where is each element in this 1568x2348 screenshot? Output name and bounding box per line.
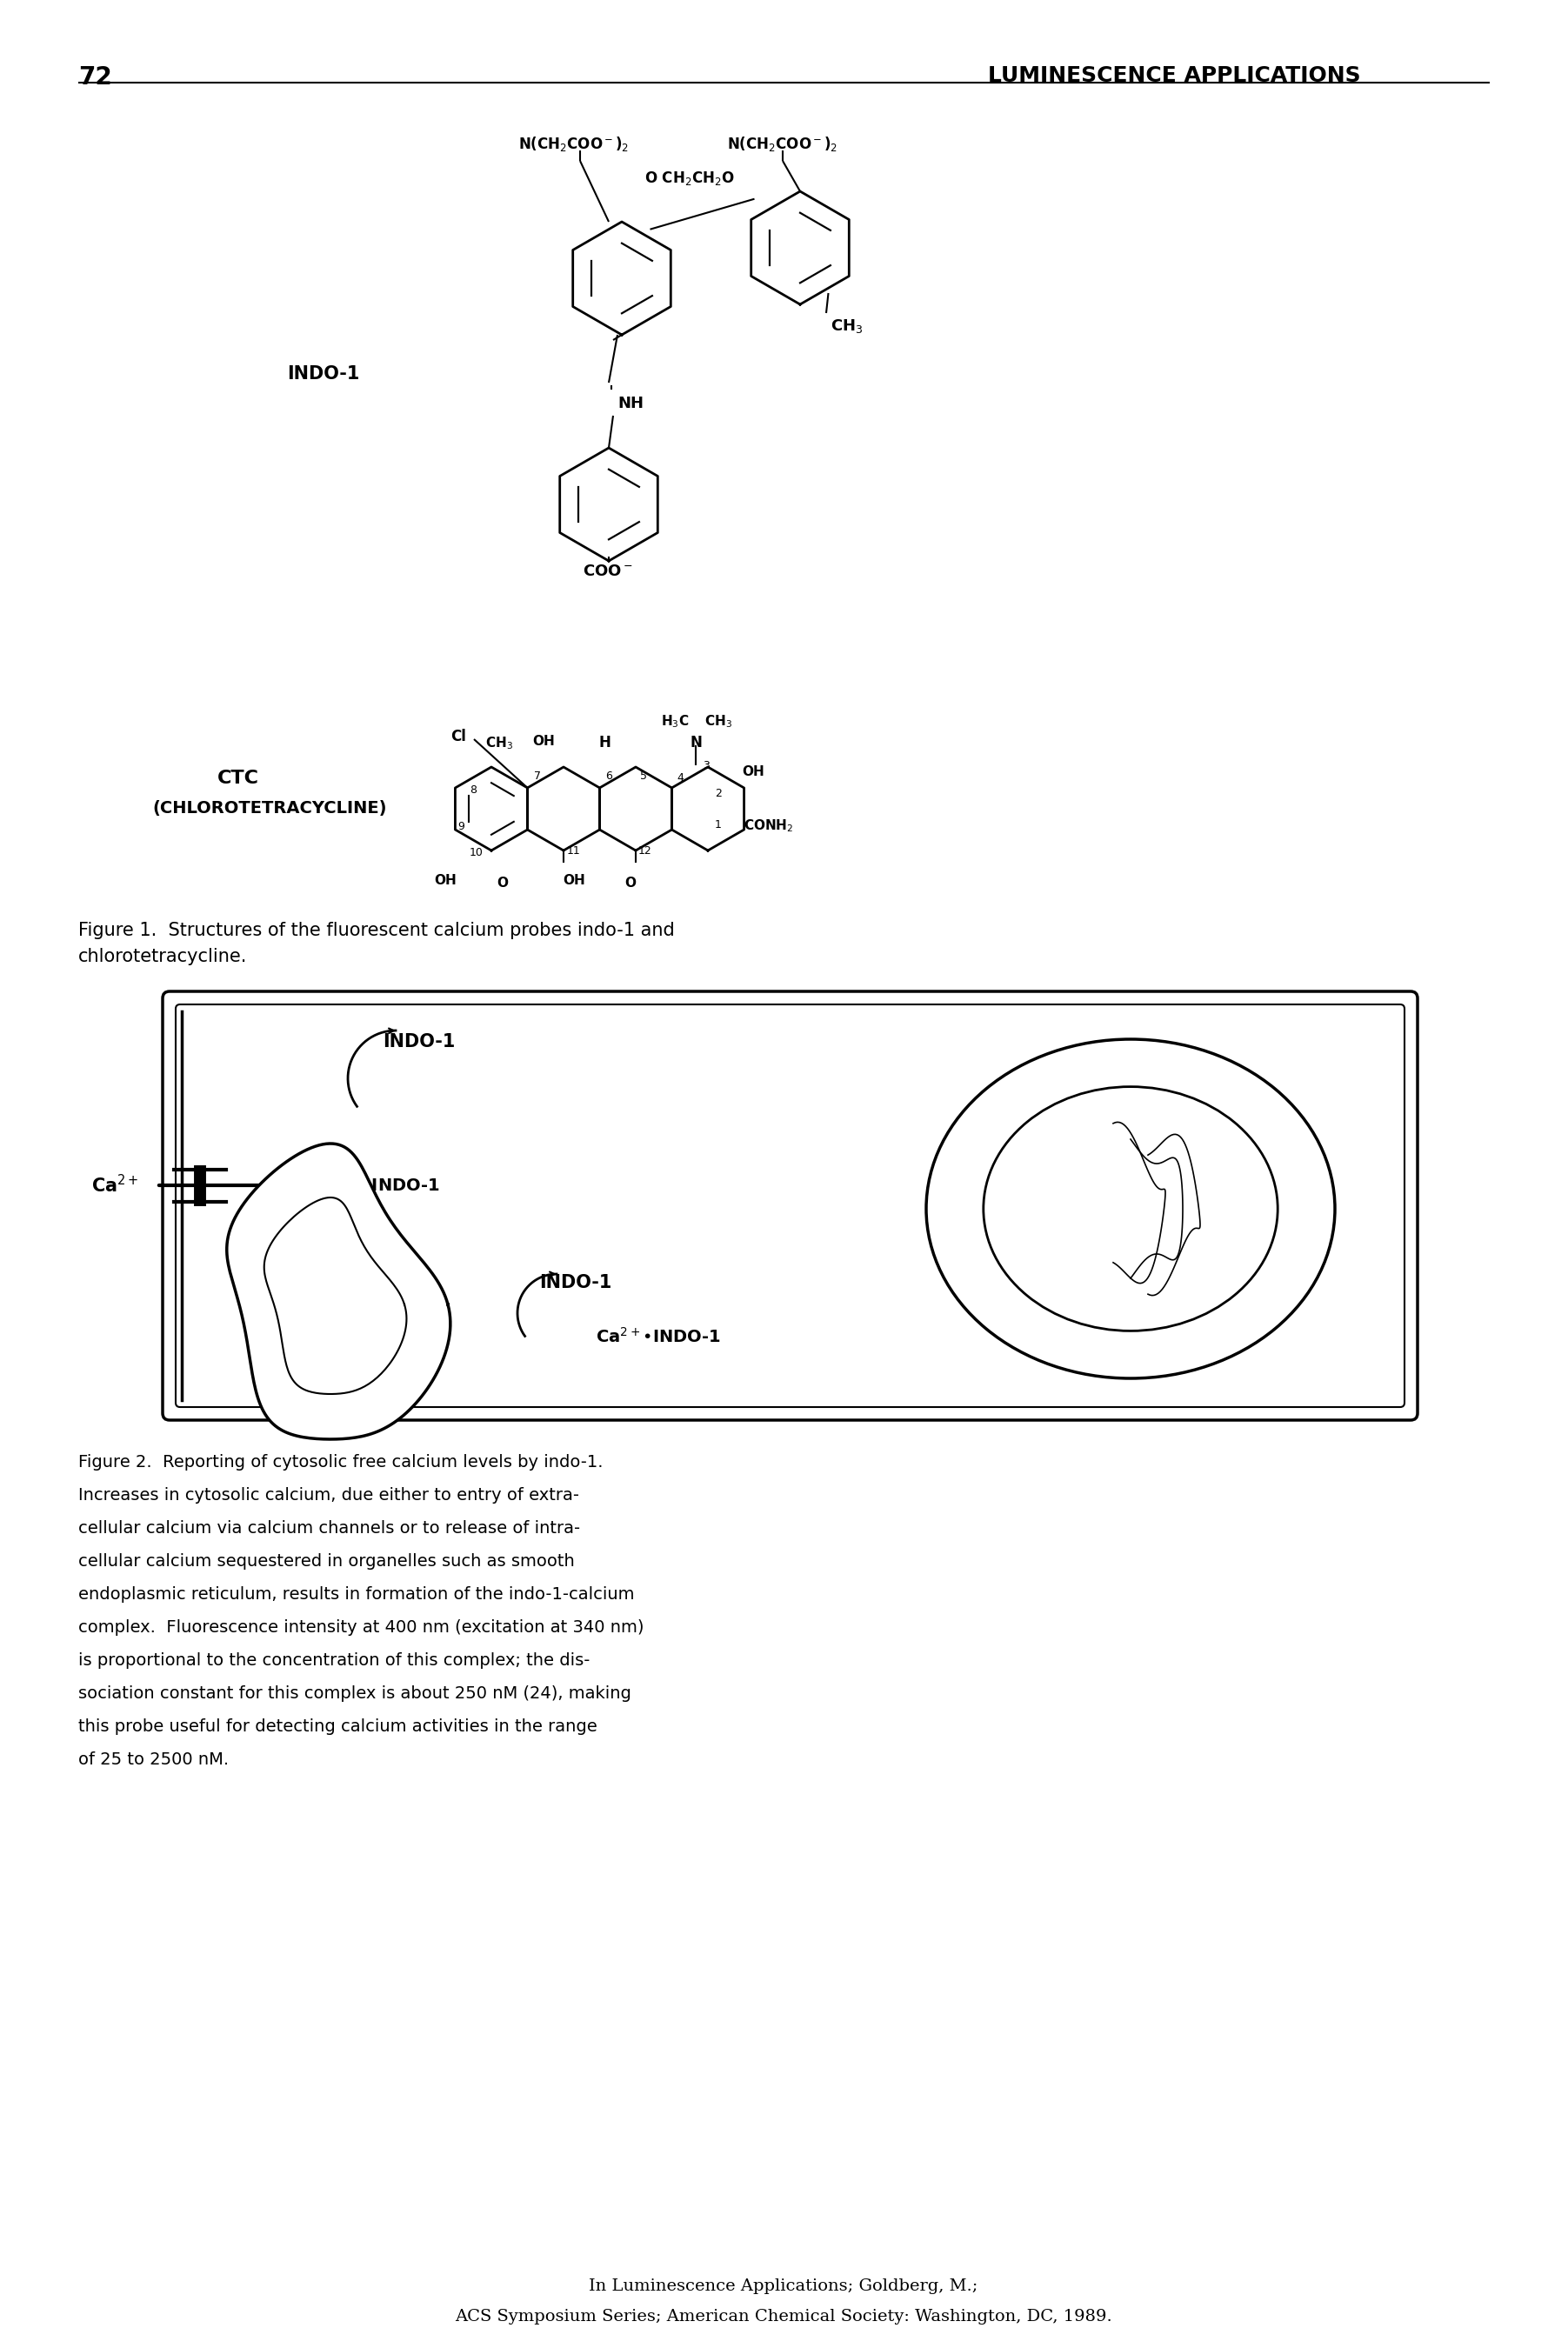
Text: OH: OH [742, 765, 764, 777]
Text: Increases in cytosolic calcium, due either to entry of extra-: Increases in cytosolic calcium, due eith… [78, 1486, 579, 1503]
FancyBboxPatch shape [163, 991, 1417, 1421]
Text: 5: 5 [640, 770, 648, 782]
Text: O CH$_2$CH$_2$O: O CH$_2$CH$_2$O [644, 169, 735, 188]
Text: N(CH$_2$COO$^-$)$_2$: N(CH$_2$COO$^-$)$_2$ [519, 134, 629, 153]
Text: OH: OH [563, 873, 585, 888]
Text: 6: 6 [605, 770, 612, 782]
Text: is proportional to the concentration of this complex; the dis-: is proportional to the concentration of … [78, 1653, 590, 1669]
Text: Ca$^{2+}$: Ca$^{2+}$ [1083, 1216, 1124, 1235]
Text: CH$_3$: CH$_3$ [704, 714, 732, 730]
Text: 10: 10 [470, 848, 483, 857]
Text: CH$_3$: CH$_3$ [485, 735, 513, 751]
Text: Ca$^{2+}$•INDO-1: Ca$^{2+}$•INDO-1 [596, 1327, 721, 1345]
Text: endoplasmic reticulum, results in formation of the indo-1-calcium: endoplasmic reticulum, results in format… [78, 1587, 635, 1604]
Text: cellular calcium sequestered in organelles such as smooth: cellular calcium sequestered in organell… [78, 1552, 574, 1571]
Text: N: N [690, 735, 702, 751]
Text: Cl: Cl [450, 728, 466, 744]
Text: 1: 1 [715, 819, 721, 831]
Text: Figure 1.  Structures of the fluorescent calcium probes indo-1 and: Figure 1. Structures of the fluorescent … [78, 923, 674, 939]
Text: this probe useful for detecting calcium activities in the range: this probe useful for detecting calcium … [78, 1719, 597, 1735]
Text: sociation constant for this complex is about 250 nM (24), making: sociation constant for this complex is a… [78, 1686, 632, 1702]
Text: CONH$_2$: CONH$_2$ [743, 817, 793, 834]
Text: of 25 to 2500 nM.: of 25 to 2500 nM. [78, 1752, 229, 1768]
Text: OH: OH [533, 735, 555, 749]
Text: OH: OH [434, 873, 456, 888]
Ellipse shape [983, 1087, 1278, 1331]
Text: In Luminescence Applications; Goldberg, M.;: In Luminescence Applications; Goldberg, … [590, 2278, 978, 2294]
Text: INDO-1: INDO-1 [539, 1275, 612, 1291]
Text: INDO-1: INDO-1 [287, 366, 359, 383]
Text: O: O [497, 876, 508, 890]
Text: COO$^-$: COO$^-$ [583, 564, 633, 580]
Text: N(CH$_2$COO$^-$)$_2$: N(CH$_2$COO$^-$)$_2$ [728, 134, 837, 153]
Text: H: H [599, 735, 610, 751]
Text: Ca$^{2+}$: Ca$^{2+}$ [91, 1174, 138, 1195]
Text: 2: 2 [715, 787, 721, 798]
Text: Figure 2.  Reporting of cytosolic free calcium levels by indo-1.: Figure 2. Reporting of cytosolic free ca… [78, 1453, 604, 1470]
Text: 8: 8 [470, 784, 477, 796]
Text: ACS Symposium Series; American Chemical Society: Washington, DC, 1989.: ACS Symposium Series; American Chemical … [455, 2308, 1112, 2325]
Text: complex.  Fluorescence intensity at 400 nm (excitation at 340 nm): complex. Fluorescence intensity at 400 n… [78, 1620, 644, 1637]
Text: 12: 12 [638, 845, 652, 857]
Text: LUMINESCENCE APPLICATIONS: LUMINESCENCE APPLICATIONS [988, 66, 1361, 87]
Text: H$_3$C: H$_3$C [662, 714, 688, 730]
Text: NH: NH [618, 397, 643, 411]
Text: Ca$^{2+}$: Ca$^{2+}$ [287, 1287, 331, 1305]
Text: INDO-1: INDO-1 [383, 1033, 455, 1050]
Text: 7: 7 [535, 770, 541, 782]
Text: 3: 3 [702, 761, 710, 770]
Text: (CHLOROTETRACYCLINE): (CHLOROTETRACYCLINE) [152, 801, 387, 817]
Text: Ca$^{2+}$• INDO-1: Ca$^{2+}$• INDO-1 [309, 1176, 439, 1195]
Polygon shape [227, 1143, 450, 1439]
Text: cellular calcium via calcium channels or to release of intra-: cellular calcium via calcium channels or… [78, 1519, 580, 1536]
Text: 11: 11 [568, 845, 580, 857]
Text: 9: 9 [458, 819, 464, 831]
Text: O: O [626, 876, 637, 890]
Text: chlorotetracycline.: chlorotetracycline. [78, 949, 248, 965]
Text: 72: 72 [78, 66, 111, 89]
Text: 4: 4 [677, 772, 684, 784]
Text: CTC: CTC [218, 770, 259, 787]
Ellipse shape [927, 1040, 1334, 1378]
Text: CH$_3$: CH$_3$ [831, 317, 862, 336]
